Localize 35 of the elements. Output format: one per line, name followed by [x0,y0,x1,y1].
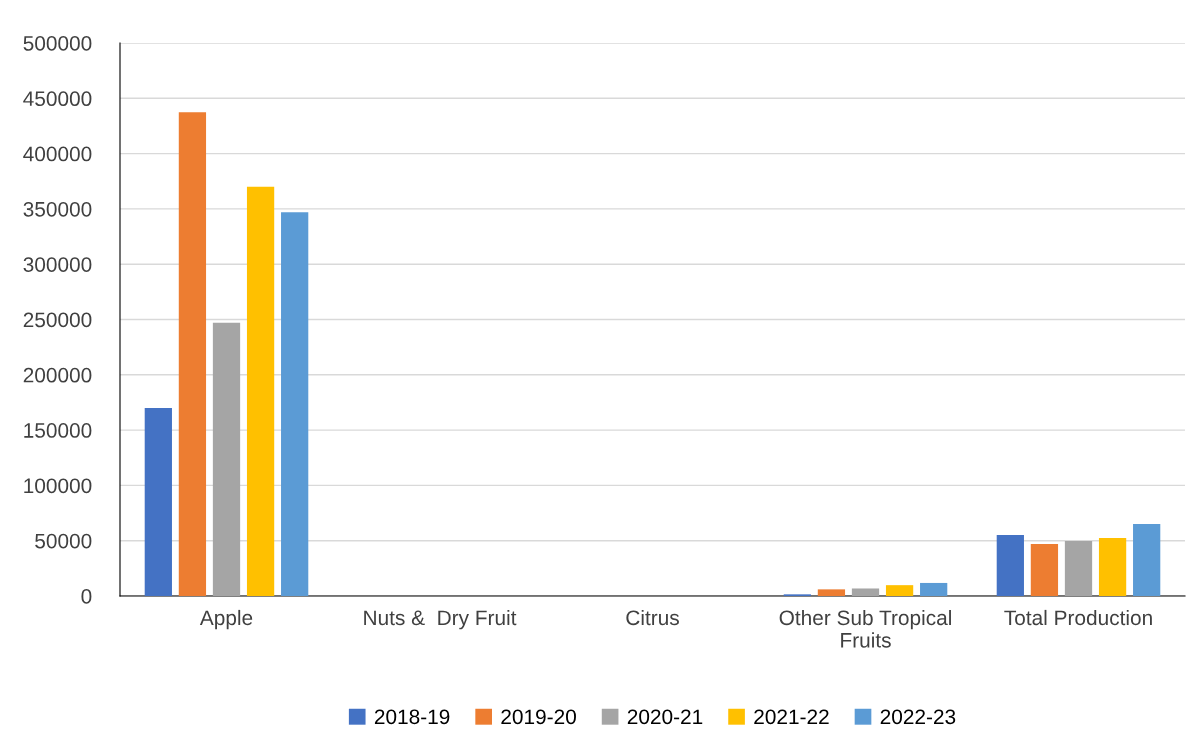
bar [996,534,1024,596]
x-tick-label: Nuts & Dry Fruit [364,609,517,630]
bar [281,212,309,596]
bar [1030,544,1059,596]
bar [920,582,948,596]
bar [1098,538,1127,596]
bar [246,186,275,596]
legend-label: 2019-20 [501,709,576,725]
y-tick-label: 450000 [23,91,92,107]
y-tick-label: 300000 [23,257,92,272]
y-tick-label: 0 [81,589,92,604]
bar [144,407,172,596]
x-tick-label: Apple [199,609,253,630]
y-tick-label: 50000 [35,533,92,549]
bar [212,322,241,596]
x-tick-label: Total Production [1004,609,1152,626]
legend-label: 2021-22 [754,709,829,725]
bar [851,588,880,596]
bar [1133,524,1161,596]
y-tick-label: 150000 [24,423,92,438]
y-tick-label: 200000 [23,367,92,383]
x-tick-label: Citrus [626,609,679,626]
y-tick-label: 250000 [23,312,92,328]
legend-label: 2018-19 [374,709,450,725]
bar [178,112,207,596]
bar [817,589,846,596]
bar [1064,541,1093,596]
legend-label: 2020-21 [627,709,703,725]
y-tick-label: 500000 [23,36,92,51]
bar [885,585,914,596]
x-tick-label: Other Sub Tropical Fruits [779,609,951,648]
legend-label: 2022-23 [880,709,956,725]
y-tick-label: 400000 [23,146,92,162]
y-tick-label: 100000 [24,478,92,494]
y-tick-label: 350000 [23,201,92,217]
